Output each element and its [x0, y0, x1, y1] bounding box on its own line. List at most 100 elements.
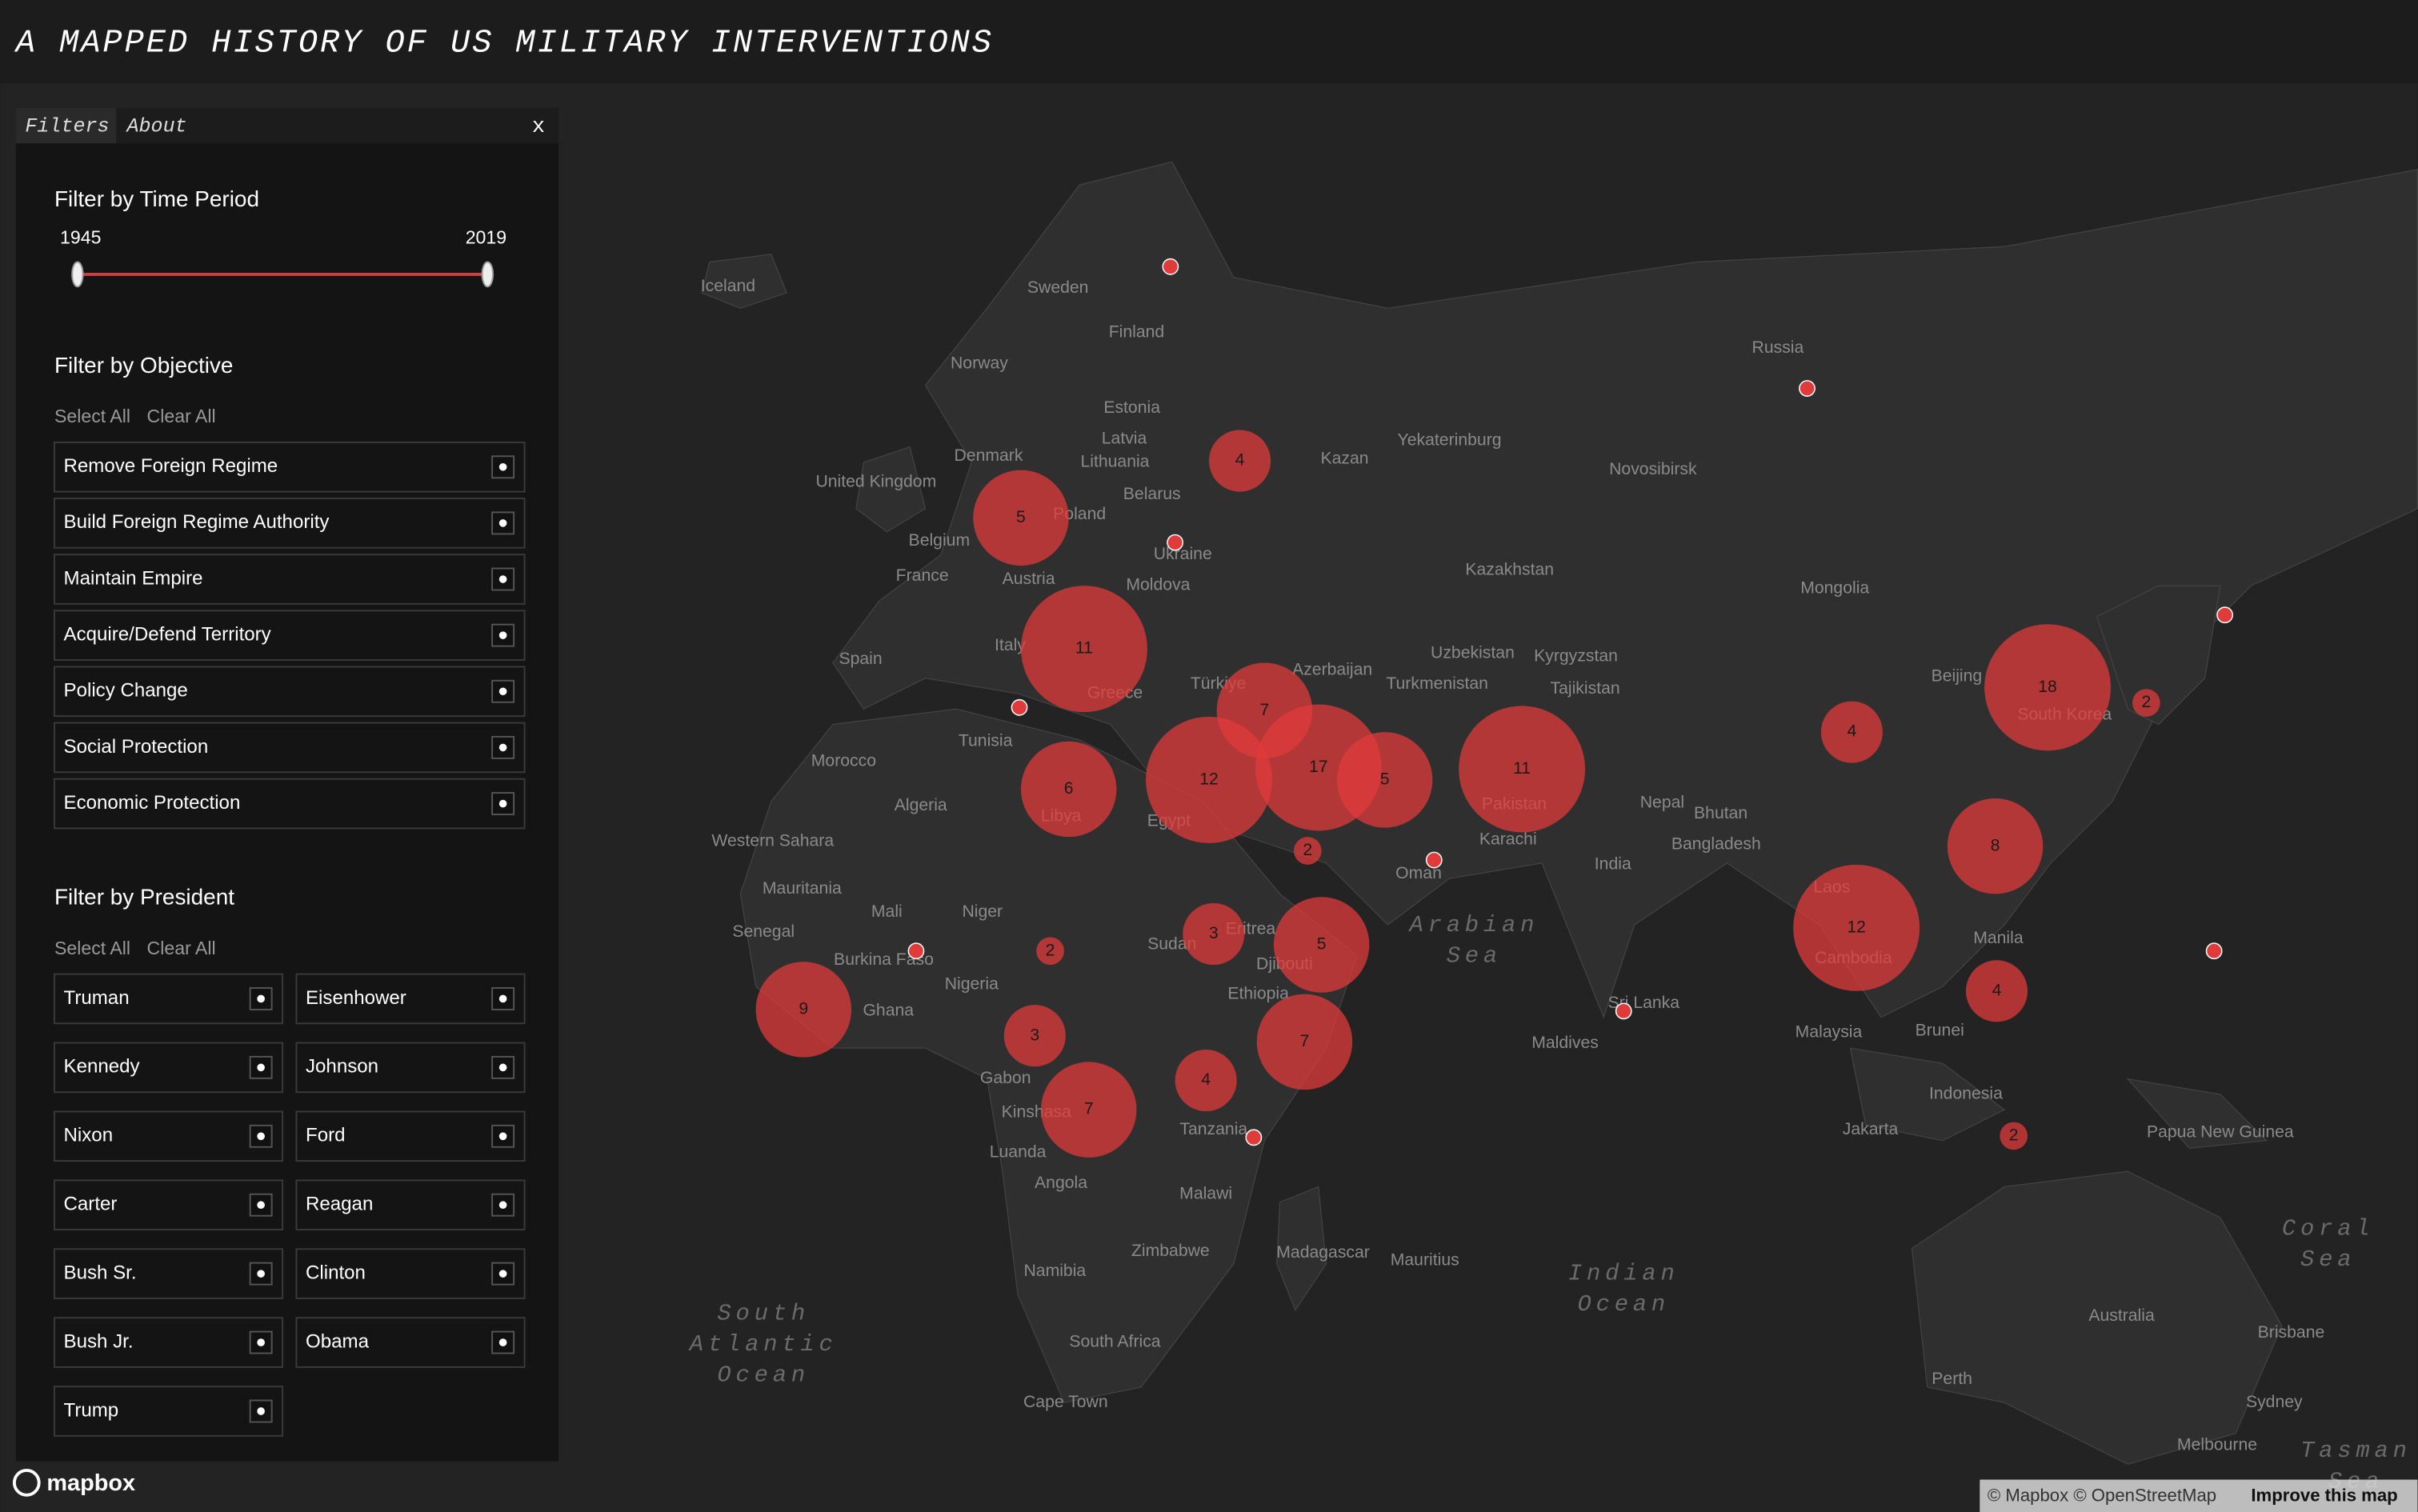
president-option[interactable] [295, 1042, 526, 1094]
place-label: Karachi [1479, 830, 1537, 849]
cluster[interactable] [1146, 716, 1272, 843]
objective-option[interactable] [54, 722, 526, 774]
slider-handle[interactable] [71, 261, 84, 288]
intervention-point[interactable] [2216, 606, 2234, 624]
checkbox-dot [498, 1201, 507, 1210]
cluster[interactable] [1793, 864, 1920, 991]
president-option[interactable] [54, 1386, 284, 1437]
checkbox[interactable] [249, 1262, 273, 1286]
intervention-point[interactable] [907, 942, 925, 960]
place-label: Sydney [2246, 1393, 2303, 1411]
cluster-count: 5 [1317, 935, 1327, 954]
president-option[interactable] [54, 1317, 284, 1368]
president-option[interactable] [295, 973, 526, 1025]
cluster-count: 7 [1084, 1100, 1094, 1118]
intervention-point[interactable] [1245, 1129, 1263, 1146]
cluster[interactable] [1336, 732, 1433, 828]
ocean-label: Indian Ocean [1568, 1260, 1679, 1318]
cluster[interactable] [755, 962, 852, 1058]
objective-option[interactable] [54, 778, 526, 830]
cluster[interactable] [1020, 741, 1117, 838]
clear-all[interactable]: Clear All [147, 938, 216, 958]
slider-handle[interactable] [481, 261, 494, 288]
president-option[interactable] [54, 1248, 284, 1299]
intervention-point[interactable] [1425, 851, 1443, 869]
objective-option[interactable] [54, 498, 526, 549]
cluster[interactable] [1175, 1050, 1237, 1112]
president-label: Johnson [306, 1056, 378, 1078]
intervention-point[interactable] [1799, 380, 1816, 397]
intervention-point[interactable] [2205, 942, 2223, 960]
close-button[interactable]: x [532, 115, 545, 139]
president-option[interactable] [54, 1042, 284, 1094]
president-option[interactable] [54, 1110, 284, 1162]
attribution-text[interactable]: © Mapbox © OpenStreetMap [1988, 1486, 2216, 1506]
cluster[interactable] [1020, 586, 1147, 713]
cluster[interactable] [1041, 1062, 1137, 1158]
president-option[interactable] [295, 1110, 526, 1162]
ocean-label-line: Arabian [1407, 912, 1539, 938]
intervention-point[interactable] [1011, 698, 1028, 716]
attribution-link[interactable]: Improve this map [2251, 1486, 2397, 1506]
cluster[interactable] [1209, 430, 1271, 492]
place-label: Oman [1395, 864, 1442, 882]
place-label: Uzbekistan [1431, 643, 1515, 662]
cluster[interactable] [1293, 837, 1322, 865]
select-all[interactable]: Select All [54, 938, 130, 958]
cluster-count: 7 [1259, 701, 1269, 719]
objective-option[interactable] [54, 554, 526, 605]
objective-option[interactable] [54, 610, 526, 661]
objective-option[interactable] [54, 666, 526, 718]
cluster[interactable] [1820, 701, 1883, 763]
intervention-point[interactable] [1162, 258, 1179, 275]
cluster[interactable] [1256, 994, 1353, 1090]
mapbox-logo[interactable]: mapbox [46, 1470, 135, 1496]
president-label: Clinton [306, 1262, 366, 1284]
president-label: Carter [64, 1194, 118, 1215]
cluster[interactable] [1036, 937, 1064, 966]
place-label: Belarus [1123, 485, 1181, 503]
select-all[interactable]: Select All [54, 406, 130, 426]
cluster[interactable] [1947, 798, 2044, 894]
cluster[interactable] [1459, 706, 1586, 833]
place-label: Luanda [990, 1143, 1047, 1162]
place-label: Angola [1035, 1174, 1087, 1192]
clear-all[interactable]: Clear All [147, 406, 216, 426]
section-heading: Filter by Time Period [54, 186, 259, 211]
president-option[interactable] [295, 1317, 526, 1368]
president-option[interactable] [54, 1179, 284, 1231]
clusters: 5 4 11 7 17 12 5 6 11 2 4 18 2 8 12 4 2 3 5 2 9 3 7 4 7 [755, 430, 2160, 1158]
cluster[interactable] [1273, 897, 1370, 993]
president-label: Reagan [306, 1194, 373, 1215]
cluster[interactable] [1984, 624, 2112, 751]
intervention-point[interactable] [1615, 1002, 1632, 1020]
cluster[interactable] [1183, 902, 1245, 966]
tab-active[interactable] [15, 107, 117, 144]
cluster[interactable] [2132, 689, 2160, 717]
tab[interactable]: About [126, 115, 187, 138]
place-label: Brunei [1916, 1021, 1964, 1039]
header-bar [0, 0, 2418, 84]
checkbox-dot [498, 687, 507, 696]
mapbox-logo-icon [12, 1469, 41, 1497]
ocean-label-line: Ocean [717, 1362, 810, 1388]
filter-panel: Filters About x Filter by Time Period 19… [15, 107, 558, 1462]
president-option[interactable] [295, 1179, 526, 1231]
place-label: Tajikistan [1551, 679, 1620, 698]
section-heading: Filter by President [54, 885, 234, 910]
checkbox-dot [498, 1338, 507, 1346]
objective-option[interactable] [54, 441, 526, 493]
president-option[interactable] [295, 1248, 526, 1299]
checkbox[interactable] [491, 986, 515, 1010]
cluster[interactable] [1965, 960, 2028, 1022]
cluster[interactable] [1003, 1005, 1066, 1067]
checkbox[interactable] [491, 1124, 515, 1148]
tab[interactable]: Filters [25, 115, 109, 138]
place-label: Ghana [863, 1001, 914, 1019]
place-label: Nepal [1640, 793, 1684, 811]
cluster[interactable] [2000, 1122, 2028, 1150]
cluster[interactable] [973, 470, 1069, 566]
checkbox-dot [498, 631, 507, 639]
president-option[interactable] [54, 973, 284, 1025]
intervention-point[interactable] [1167, 534, 1184, 551]
